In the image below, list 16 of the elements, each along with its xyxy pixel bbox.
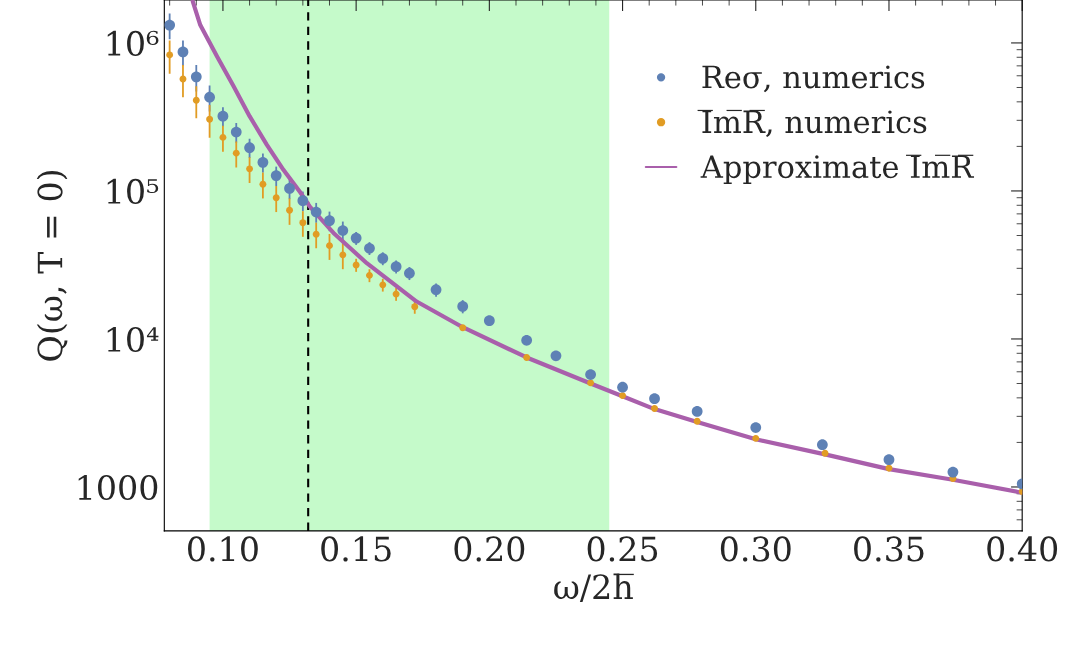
x-tick-label: 0.30: [720, 536, 791, 562]
x-axis-title: ω/2h̅: [554, 573, 634, 602]
legend-label: Reσ, numerics: [702, 65, 925, 93]
legend-label: Approximate I̅m̅R̅: [700, 154, 975, 185]
x-tick-label: 0.20: [454, 536, 525, 562]
y-axis-title: Q(ω, T = 0): [36, 170, 68, 361]
x-tick-label: 0.10: [188, 536, 258, 562]
x-tick-label: 0.25: [587, 536, 658, 562]
y-tick-label: 10⁵: [107, 178, 159, 205]
y-tick-label: 10⁴: [107, 326, 159, 353]
x-tick-label: 0.35: [854, 536, 924, 562]
x-tick-label: 0.40: [987, 536, 1058, 562]
y-tick-label: 1000: [78, 474, 158, 501]
y-tick-label: 10⁶: [107, 30, 159, 57]
legend-label: I̅m̅R̅, numerics: [697, 109, 927, 138]
x-tick-label: 0.15: [321, 536, 391, 562]
